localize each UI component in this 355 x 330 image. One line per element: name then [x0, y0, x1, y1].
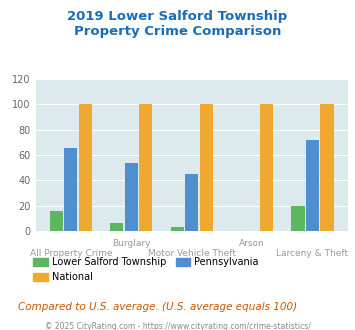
Bar: [50, 211, 63, 231]
Text: Burglary: Burglary: [112, 239, 151, 248]
Text: Larceny & Theft: Larceny & Theft: [277, 249, 349, 258]
Bar: [200, 105, 213, 231]
Bar: [64, 148, 77, 231]
Bar: [125, 163, 138, 231]
Text: 2019 Lower Salford Township
Property Crime Comparison: 2019 Lower Salford Township Property Cri…: [67, 10, 288, 38]
Bar: [110, 223, 124, 231]
Bar: [79, 105, 92, 231]
Text: All Property Crime: All Property Crime: [29, 249, 112, 258]
Bar: [170, 227, 184, 231]
Bar: [291, 206, 305, 231]
Legend: Lower Salford Township, National, Pennsylvania: Lower Salford Township, National, Pennsy…: [33, 257, 259, 282]
Bar: [321, 105, 334, 231]
Text: Motor Vehicle Theft: Motor Vehicle Theft: [148, 249, 236, 258]
Text: Compared to U.S. average. (U.S. average equals 100): Compared to U.S. average. (U.S. average …: [18, 302, 297, 312]
Bar: [185, 174, 198, 231]
Bar: [306, 140, 319, 231]
Bar: [139, 105, 152, 231]
Bar: [260, 105, 273, 231]
Text: Arson: Arson: [239, 239, 265, 248]
Text: © 2025 CityRating.com - https://www.cityrating.com/crime-statistics/: © 2025 CityRating.com - https://www.city…: [45, 322, 310, 330]
